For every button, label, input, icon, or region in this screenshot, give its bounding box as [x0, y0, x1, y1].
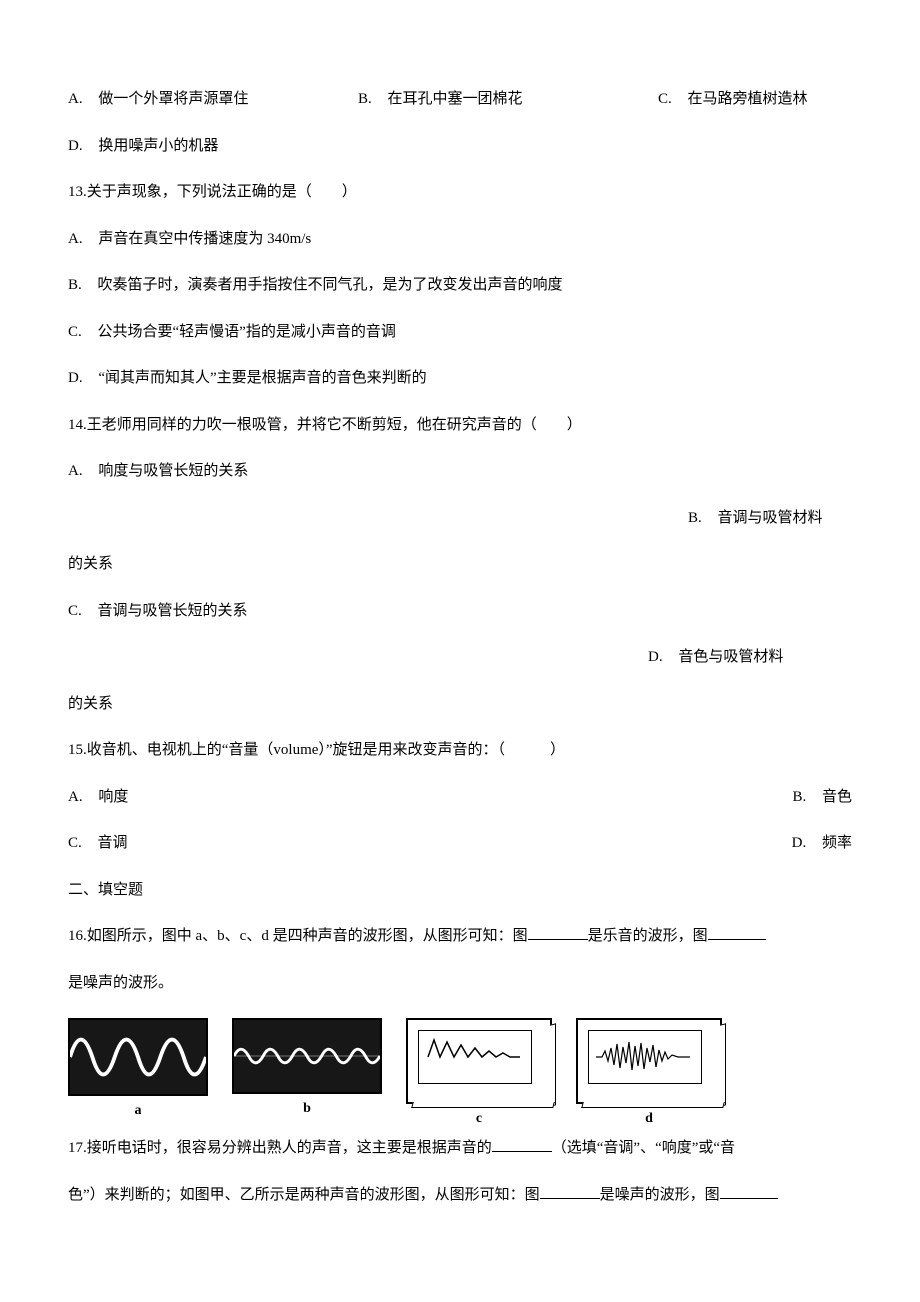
q13-option-d: D. “闻其声而知其人”主要是根据声音的音色来判断的: [68, 367, 852, 390]
q17-line2: 色”）来判断的；如图甲、乙所示是两种声音的波形图，从图形可知：图 是噪声的波形，图: [68, 1184, 852, 1207]
waveform-label-c: c: [476, 1108, 482, 1129]
q13-option-a: A. 声音在真空中传播速度为 340m/s: [68, 228, 852, 251]
option-text: 音调与吸管材料: [718, 510, 823, 526]
option-text: 音调与吸管长短的关系: [98, 603, 248, 619]
option-label: D.: [792, 835, 807, 851]
option-text: 做一个外罩将声源罩住: [98, 91, 248, 107]
q15-stem: 15.收音机、电视机上的“音量（volume）”旋钮是用来改变声音的：（ ）: [68, 739, 852, 762]
q15-row-ab: A. 响度 B. 音色: [68, 786, 852, 809]
option-label: B.: [358, 91, 372, 107]
q12-option-c: C. 在马路旁植树造林: [658, 88, 852, 111]
q14-option-d-tail: 的关系: [68, 693, 852, 716]
option-label: C.: [68, 835, 82, 851]
option-text: 在耳孔中塞一团棉花: [388, 91, 523, 107]
blank-input[interactable]: [528, 925, 588, 940]
waveform-image-b: [232, 1018, 382, 1094]
q15-option-d: D. 频率: [792, 832, 852, 855]
q14-option-a: A. 响度与吸管长短的关系: [68, 460, 852, 483]
option-label: A.: [68, 789, 83, 805]
option-text: 声音在真空中传播速度为 340m/s: [98, 231, 311, 247]
q13-option-b: B. 吹奏笛子时，演奏者用手指按住不同气孔，是为了改变发出声音的响度: [68, 274, 852, 297]
option-label: B.: [68, 277, 82, 293]
waveform-image-c: [406, 1018, 552, 1104]
q17-line1: 17.接听电话时，很容易分辨出熟人的声音，这主要是根据声音的 （选填“音调”、“响…: [68, 1137, 852, 1160]
blank-input[interactable]: [492, 1137, 552, 1152]
q16-line2: 是噪声的波形。: [68, 972, 852, 995]
q14-option-b: B. 音调与吸管材料: [688, 507, 823, 530]
q14-option-c: C. 音调与吸管长短的关系: [68, 600, 852, 623]
option-label: D.: [68, 370, 83, 386]
option-text: 换用噪声小的机器: [98, 138, 218, 154]
option-label: B.: [792, 789, 806, 805]
waveform-b: b: [232, 1018, 382, 1119]
q17-part3: 色”）来判断的；如图甲、乙所示是两种声音的波形图，从图形可知：图: [68, 1187, 540, 1203]
waveform-label-a: a: [135, 1100, 142, 1121]
waveform-image-a: [68, 1018, 208, 1096]
option-label: D.: [68, 138, 83, 154]
q14-option-d: D. 音色与吸管材料: [648, 646, 783, 669]
blank-input[interactable]: [540, 1184, 600, 1199]
option-text: “闻其声而知其人”主要是根据声音的音色来判断的: [98, 370, 426, 386]
q14-option-b-tail: 的关系: [68, 553, 852, 576]
option-text: 响度: [98, 789, 128, 805]
q16-line1: 16.如图所示，图中 a、b、c、d 是四种声音的波形图，从图形可知：图 是乐音的…: [68, 925, 852, 948]
q14-stem: 14.王老师用同样的力吹一根吸管，并将它不断剪短，他在研究声音的（ ）: [68, 414, 852, 437]
option-label: B.: [688, 510, 702, 526]
option-label: A.: [68, 463, 83, 479]
blank-input[interactable]: [720, 1184, 778, 1199]
waveform-label-b: b: [303, 1098, 311, 1119]
option-label: C.: [658, 91, 672, 107]
blank-input[interactable]: [708, 925, 766, 940]
q14-option-d-row: D. 音色与吸管材料: [68, 646, 852, 669]
q13-option-c: C. 公共场合要“轻声慢语”指的是减小声音的音调: [68, 321, 852, 344]
section-2-heading: 二、填空题: [68, 879, 852, 902]
q12-option-b: B. 在耳孔中塞一团棉花: [358, 88, 658, 111]
option-text: 公共场合要“轻声慢语”指的是减小声音的音调: [98, 324, 396, 340]
q15-option-b: B. 音色: [792, 786, 852, 809]
waveform-label-d: d: [645, 1108, 653, 1129]
q16-part2: 是乐音的波形，图: [588, 928, 708, 944]
q17-part4: 是噪声的波形，图: [600, 1187, 720, 1203]
waveform-a: a: [68, 1018, 208, 1121]
q12-option-d: D. 换用噪声小的机器: [68, 135, 852, 158]
q15-row-cd: C. 音调 D. 频率: [68, 832, 852, 855]
option-label: D.: [648, 649, 663, 665]
option-label: C.: [68, 324, 82, 340]
option-text: 音色与吸管材料: [678, 649, 783, 665]
q13-stem: 13.关于声现象，下列说法正确的是（ ）: [68, 181, 852, 204]
q15-option-c: C. 音调: [68, 832, 792, 855]
waveform-row: a b c: [68, 1018, 852, 1129]
option-label: C.: [68, 603, 82, 619]
option-text: 在马路旁植树造林: [688, 91, 808, 107]
waveform-image-d: [576, 1018, 722, 1104]
option-text: 频率: [822, 835, 852, 851]
option-text: 音色: [822, 789, 852, 805]
q16-part1: 16.如图所示，图中 a、b、c、d 是四种声音的波形图，从图形可知：图: [68, 928, 528, 944]
q12-options-row: A. 做一个外罩将声源罩住 B. 在耳孔中塞一团棉花 C. 在马路旁植树造林: [68, 88, 852, 111]
q12-option-a: A. 做一个外罩将声源罩住: [68, 88, 358, 111]
option-label: A.: [68, 91, 83, 107]
q15-option-a: A. 响度: [68, 786, 792, 809]
option-text: 吹奏笛子时，演奏者用手指按住不同气孔，是为了改变发出声音的响度: [98, 277, 563, 293]
option-text: 音调: [98, 835, 128, 851]
option-text: 响度与吸管长短的关系: [98, 463, 248, 479]
waveform-c: c: [406, 1018, 552, 1129]
q14-option-b-row: B. 音调与吸管材料: [68, 507, 852, 530]
option-label: A.: [68, 231, 83, 247]
q17-part2: （选填“音调”、“响度”或“音: [552, 1140, 735, 1156]
waveform-d: d: [576, 1018, 722, 1129]
q17-part1: 17.接听电话时，很容易分辨出熟人的声音，这主要是根据声音的: [68, 1140, 492, 1156]
